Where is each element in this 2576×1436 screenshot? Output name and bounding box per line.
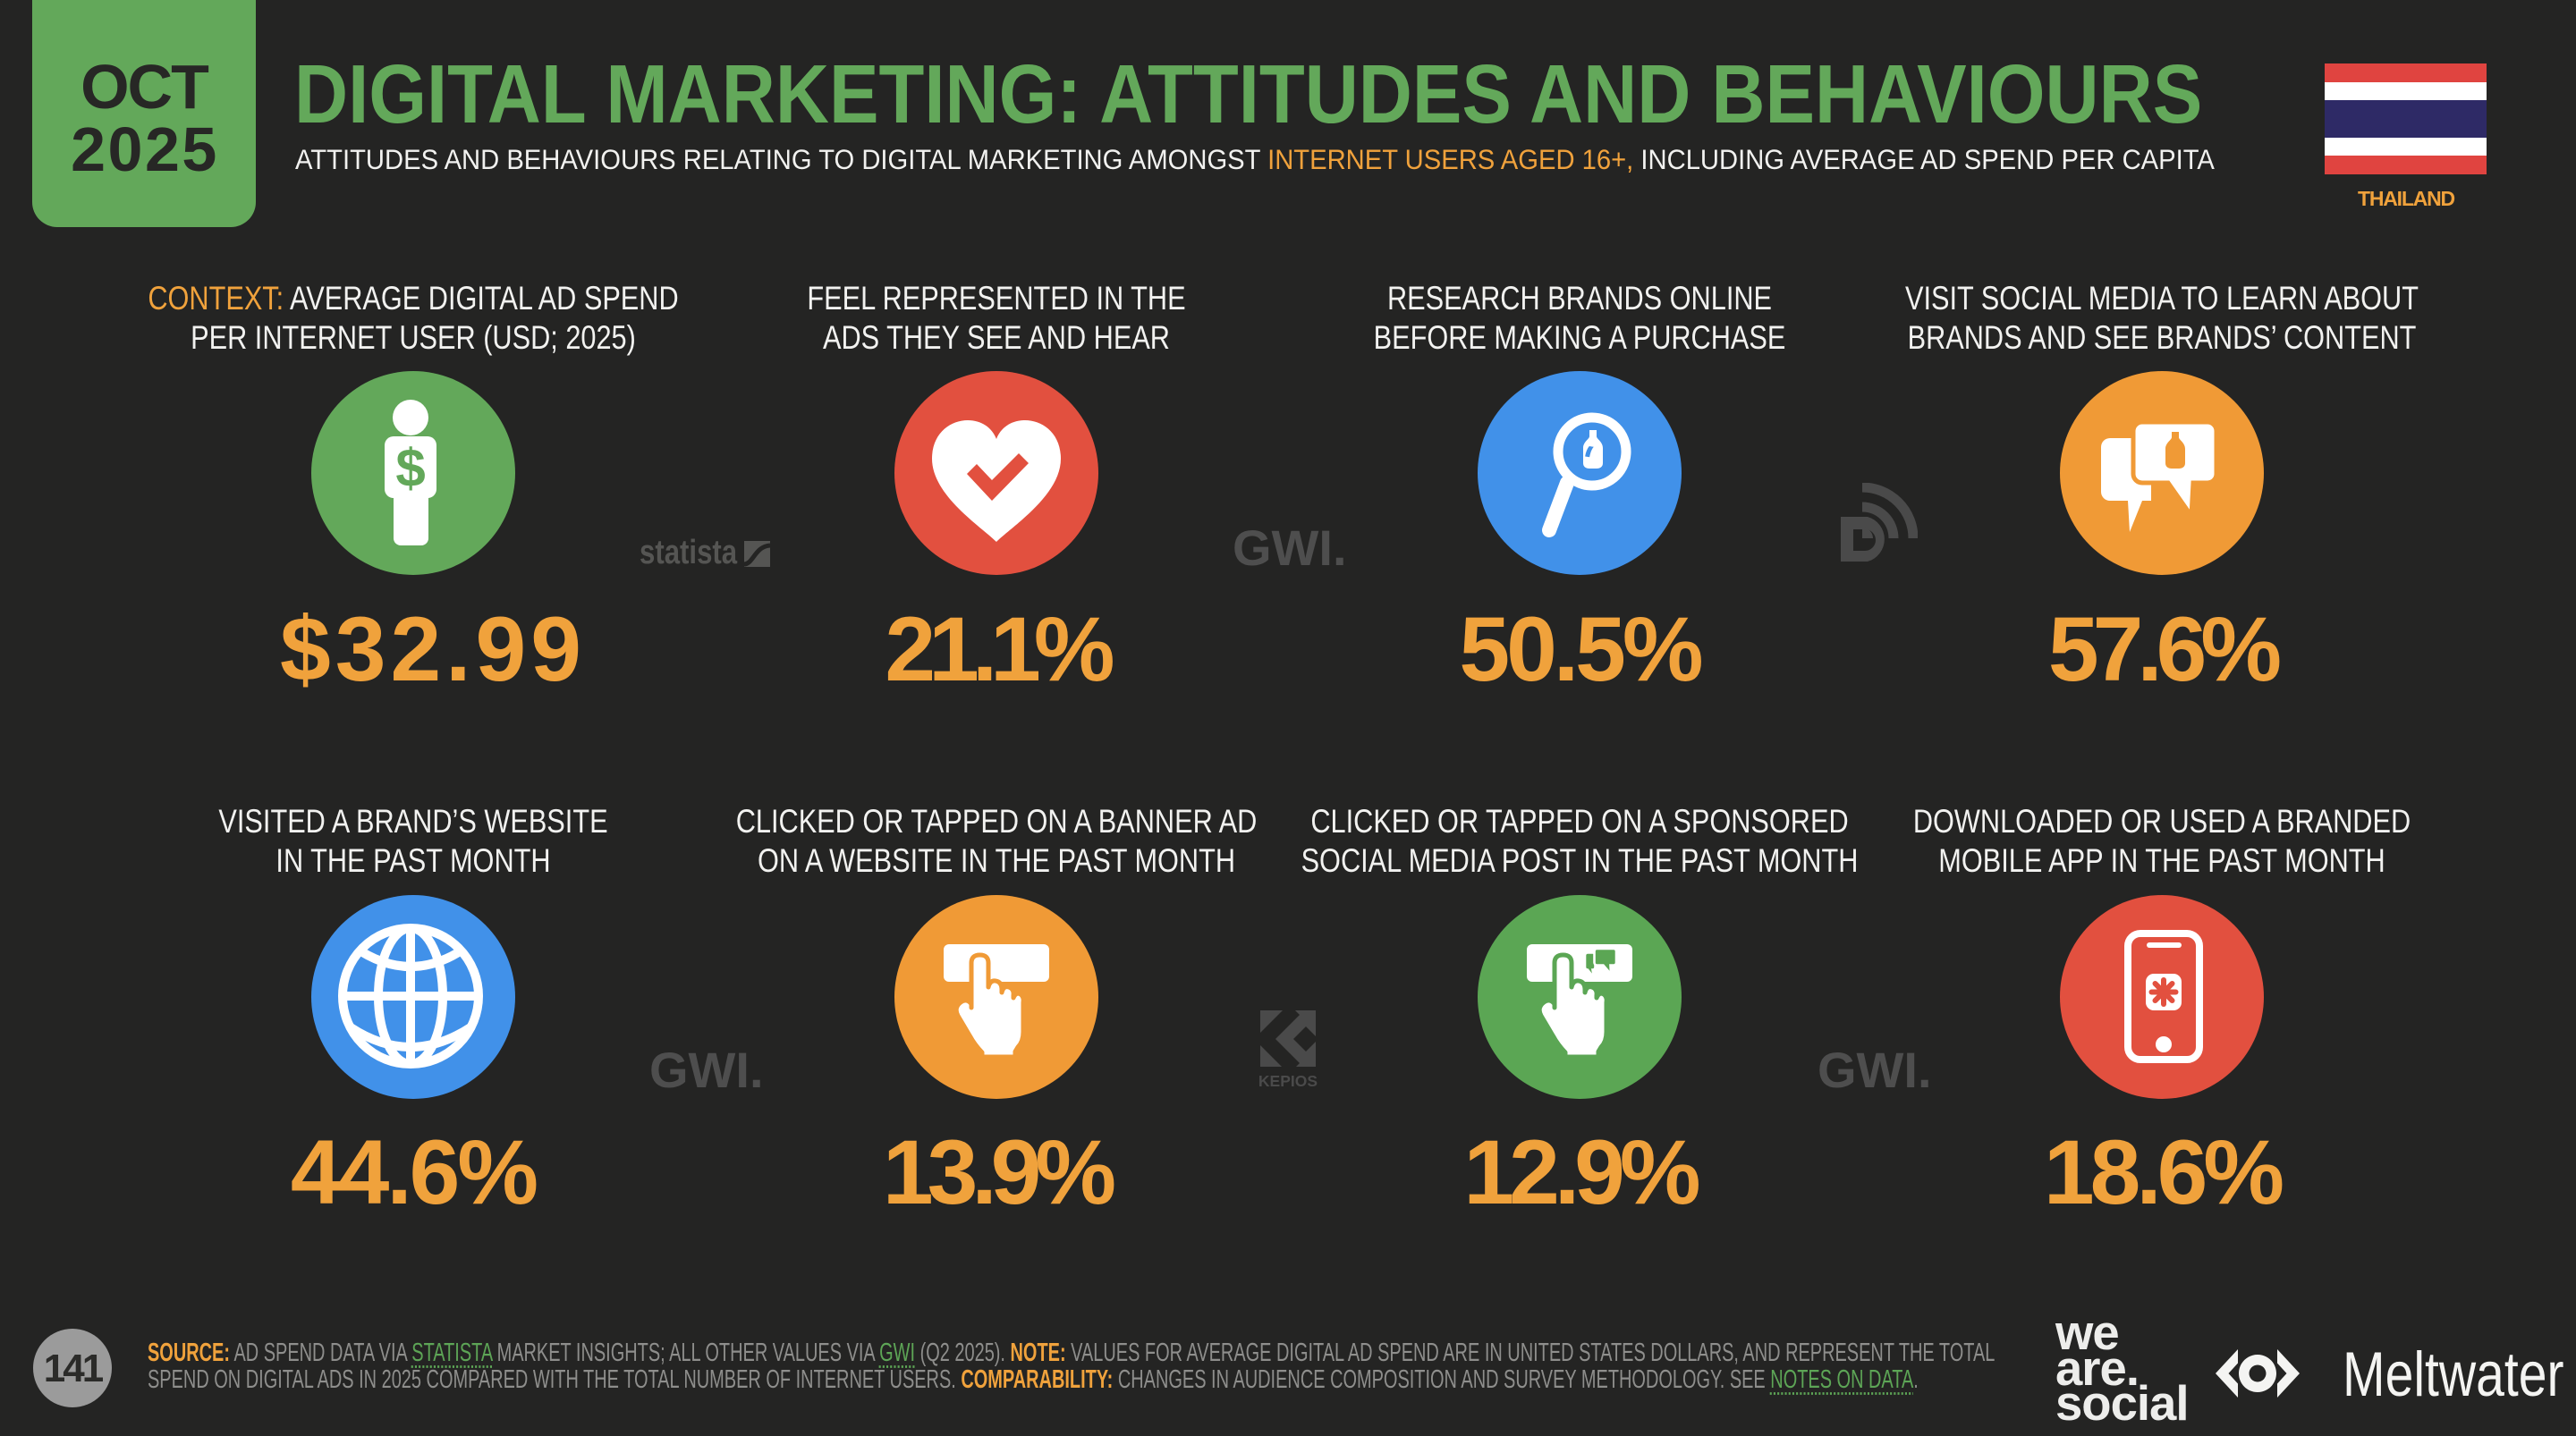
svg-text:$: $ bbox=[395, 438, 425, 498]
svg-text:KEPIOS: KEPIOS bbox=[1258, 1072, 1318, 1090]
